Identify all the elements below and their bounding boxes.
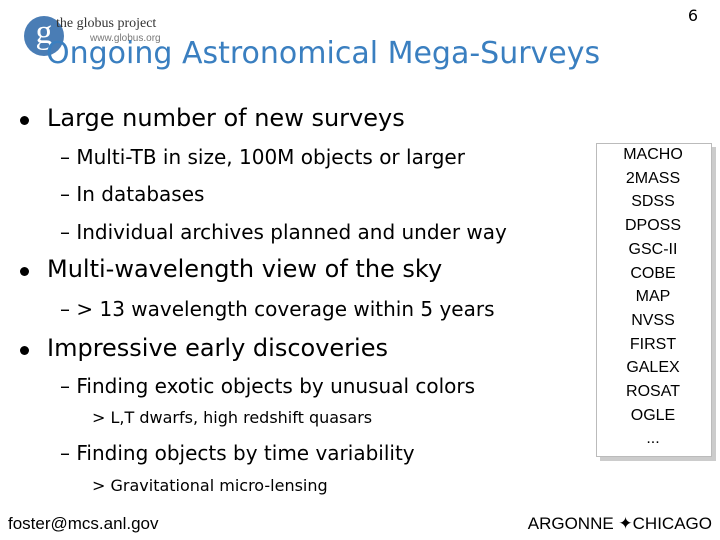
logo-name: the globus project	[56, 16, 157, 31]
survey-name: DPOSS	[624, 217, 681, 235]
footer-right: ARGONNE ✦CHICAGO	[527, 514, 712, 533]
sub-bullet-text: – Multi-TB in size, 100M objects or larg…	[60, 145, 465, 169]
sub-bullet-text: – Finding exotic objects by unusual colo…	[60, 374, 476, 398]
page-number: 6	[687, 6, 698, 25]
survey-name: MAP	[635, 288, 671, 306]
survey-name: ...	[646, 430, 660, 448]
bullet-text: Large number of new surveys	[47, 104, 405, 132]
sub-bullet-text: – > 13 wavelength coverage within 5 year…	[60, 297, 495, 321]
bullet-dot	[20, 346, 29, 355]
bullet-text: Multi-wavelength view of the sky	[47, 255, 443, 283]
survey-name: COBE	[630, 264, 676, 282]
survey-name: NVSS	[631, 311, 675, 329]
survey-name: GALEX	[626, 359, 680, 377]
survey-name: ROSAT	[626, 383, 680, 400]
sub-bullet-text: – Individual archives planned and under …	[60, 220, 507, 244]
survey-name: MACHO	[623, 146, 683, 163]
survey-name: OGLE	[630, 406, 676, 424]
survey-name: 2MASS	[625, 169, 681, 187]
bullet-dot	[20, 116, 29, 125]
sub-sub-bullet-text: > L,T dwarfs, high redshift quasars	[92, 408, 373, 427]
survey-box	[596, 143, 712, 457]
survey-name: GSC-II	[628, 240, 678, 258]
slide-title: Ongoing Astronomical Mega-Surveys	[46, 36, 601, 71]
bullet-dot	[20, 267, 29, 276]
survey-name: SDSS	[631, 193, 675, 211]
logo-mark: g	[24, 16, 64, 56]
footer-left: foster@mcs.anl.gov	[8, 514, 159, 533]
sub-sub-bullet-text: > Gravitational micro-lensing	[92, 476, 328, 495]
survey-name: FIRST	[629, 335, 677, 353]
bullet-text: Impressive early discoveries	[47, 334, 388, 362]
sub-bullet-text: – Finding objects by time variability	[60, 441, 415, 465]
logo-url: www.globus.org	[90, 33, 161, 44]
sub-bullet-text: – In databases	[60, 182, 205, 206]
